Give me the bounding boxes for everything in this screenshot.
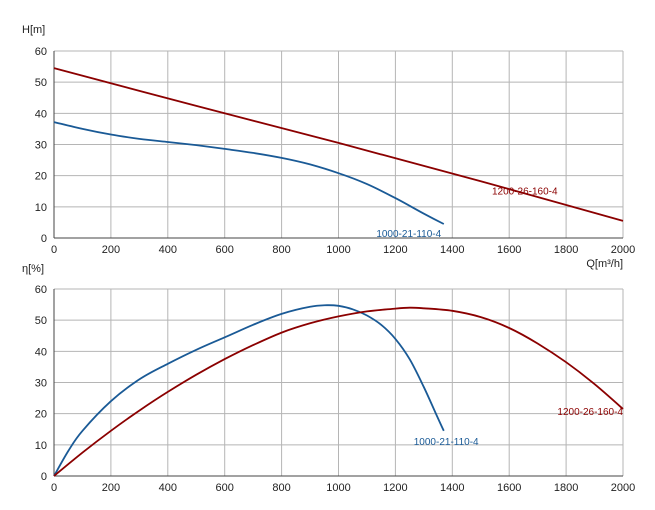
- x-tick-label: 600: [216, 482, 234, 494]
- y-tick-label: 10: [35, 202, 47, 214]
- series-label: 1000-21-110-4: [414, 437, 479, 448]
- y-tick-label: 60: [35, 46, 47, 58]
- x-tick-label: 1200: [383, 482, 407, 494]
- y-tick-label: 40: [35, 346, 47, 358]
- y-axis-label: η[%]: [22, 263, 44, 275]
- y-tick-label: 0: [41, 233, 47, 245]
- x-tick-label: 1800: [554, 244, 578, 256]
- x-tick-label: 0: [51, 244, 57, 256]
- series-label: 1200-26-160-4: [492, 187, 558, 198]
- chart-panel-1: 0 200 400 600 800 1000 1200 1400 1600 1800 2000 0 10…: [22, 24, 635, 270]
- x-tick-label: 1600: [497, 244, 521, 256]
- x-tick-label: 800: [272, 482, 290, 494]
- series-line-1000-21-110-4: [53, 304, 445, 477]
- y-tick-label: 20: [35, 171, 47, 183]
- x-tick-label: 2000: [611, 482, 635, 494]
- x-tick-label: 1600: [497, 482, 521, 494]
- x-tick-label: 1200: [383, 244, 407, 256]
- y-axis-label: H[m]: [22, 24, 45, 36]
- y-tick-label: 40: [35, 108, 47, 120]
- x-tick-label: 1800: [554, 482, 578, 494]
- y-tick-label: 20: [35, 409, 47, 421]
- x-tick-label: 1000: [326, 482, 350, 494]
- y-tick-label: 10: [35, 440, 47, 452]
- y-tick-label: 30: [35, 140, 47, 152]
- x-tick-label: 400: [159, 244, 177, 256]
- series-line-1200-26-160-4: [53, 67, 624, 222]
- x-tick-label: 200: [102, 482, 120, 494]
- y-tick-label: 50: [35, 77, 47, 89]
- series-line-1200-26-160-4: [53, 306, 624, 477]
- x-tick-label: 1400: [440, 244, 464, 256]
- y-tick-label: 0: [41, 471, 47, 483]
- series-label: 1000-21-110-4: [376, 229, 441, 240]
- x-tick-label: 600: [216, 244, 234, 256]
- chart-panel-2: 0 200 400 600 800 1000 1200 1400 1600 1800 2000 0 10…: [22, 263, 635, 494]
- series-line-1000-21-110-4: [53, 121, 445, 225]
- x-tick-label: 800: [272, 244, 290, 256]
- y-tick-label: 30: [35, 378, 47, 390]
- x-tick-label: 0: [51, 482, 57, 494]
- x-tick-label: 1000: [326, 244, 350, 256]
- x-tick-label: 200: [102, 244, 120, 256]
- series-label: 1200-26-160-4: [557, 407, 623, 418]
- y-tick-label: 50: [35, 315, 47, 327]
- y-tick-label: 60: [35, 284, 47, 296]
- x-tick-label: 1400: [440, 482, 464, 494]
- x-axis-label: Q[m³/h]: [586, 258, 623, 270]
- x-tick-label: 2000: [611, 244, 635, 256]
- x-tick-label: 400: [159, 482, 177, 494]
